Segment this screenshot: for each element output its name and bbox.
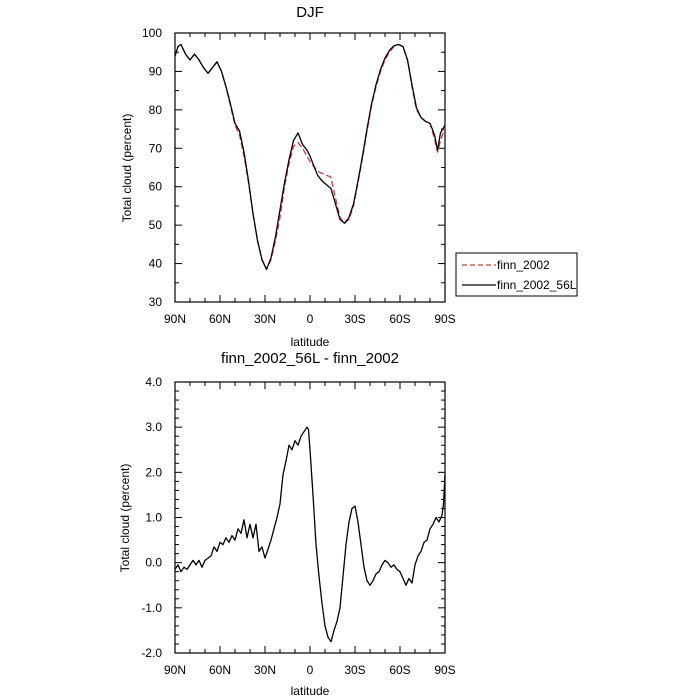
top-y-axis-label: Total cloud (percent) (120, 114, 134, 223)
top-series-group (174, 43, 446, 270)
bottom-y-tick-label: 3.0 (145, 420, 162, 434)
bottom-x-tick-label: 60N (209, 663, 231, 677)
legend: finn_2002 finn_2002_56L (455, 252, 578, 297)
legend-box (455, 252, 578, 297)
bottom-panel: finn_2002_56L - finn_2002 90N 60N 30N 0 30S 6… (118, 350, 456, 698)
top-x-tick-label: 30N (254, 312, 276, 326)
top-y-tick-label: 70 (149, 141, 163, 155)
legend-label-finn-2002: finn_2002 (497, 258, 550, 272)
bottom-series-group (174, 426, 446, 643)
bottom-plot-frame (174, 381, 446, 654)
top-axis-ticks: 90N 60N 30N 0 30S 60S 90S 30 40 50 60 70 80 90 100 (142, 26, 456, 326)
top-x-tick-label: 60N (209, 312, 231, 326)
top-y-tick-label: 80 (149, 103, 163, 117)
bottom-x-tick-label: 90N (164, 663, 186, 677)
bottom-x-axis-label: latitude (291, 684, 330, 698)
top-y-tick-label: 60 (149, 180, 163, 194)
bottom-x-tick-label: 30S (344, 663, 365, 677)
top-plot-frame (174, 32, 446, 303)
bottom-y-tick-label: 1.0 (145, 511, 162, 525)
top-series-line-finn-2002-56l (174, 43, 446, 270)
top-panel: DJF 90N 60N 30N 0 30S 60S 90S 30 40 50 60 70 80 90 100… (120, 4, 456, 349)
top-y-tick-label: 90 (149, 64, 163, 78)
top-y-tick-label: 40 (149, 257, 163, 271)
bottom-y-tick-label: -2.0 (141, 646, 162, 660)
top-x-tick-label: 30S (344, 312, 365, 326)
top-y-tick-label: 50 (149, 218, 163, 232)
top-x-tick-label: 90S (434, 312, 455, 326)
top-y-tick-label: 100 (142, 26, 162, 40)
bottom-series-line-difference (174, 426, 446, 643)
top-x-axis-label: latitude (291, 335, 330, 349)
bottom-chart-title: finn_2002_56L - finn_2002 (221, 350, 399, 367)
top-x-tick-label: 90N (164, 312, 186, 326)
top-x-tick-label: 60S (389, 312, 410, 326)
bottom-y-tick-label: 2.0 (145, 465, 162, 479)
bottom-x-tick-label: 60S (389, 663, 410, 677)
bottom-y-tick-label: -1.0 (141, 601, 162, 615)
bottom-y-axis-label: Total cloud (percent) (118, 464, 132, 573)
top-chart-title: DJF (296, 4, 324, 21)
bottom-y-tick-label: 0.0 (145, 556, 162, 570)
bottom-axis-ticks: 90N 60N 30N 0 30S 60S 90S -2.0 -1.0 0.0 1.0 2.0 3.0 4… (141, 375, 455, 677)
legend-label-finn-2002-56l: finn_2002_56L (497, 278, 577, 292)
bottom-y-tick-label: 4.0 (145, 375, 162, 389)
bottom-x-tick-label: 0 (307, 663, 314, 677)
bottom-x-tick-label: 90S (434, 663, 455, 677)
top-x-tick-label: 0 (307, 312, 314, 326)
bottom-x-tick-label: 30N (254, 663, 276, 677)
top-y-tick-label: 30 (149, 295, 163, 309)
